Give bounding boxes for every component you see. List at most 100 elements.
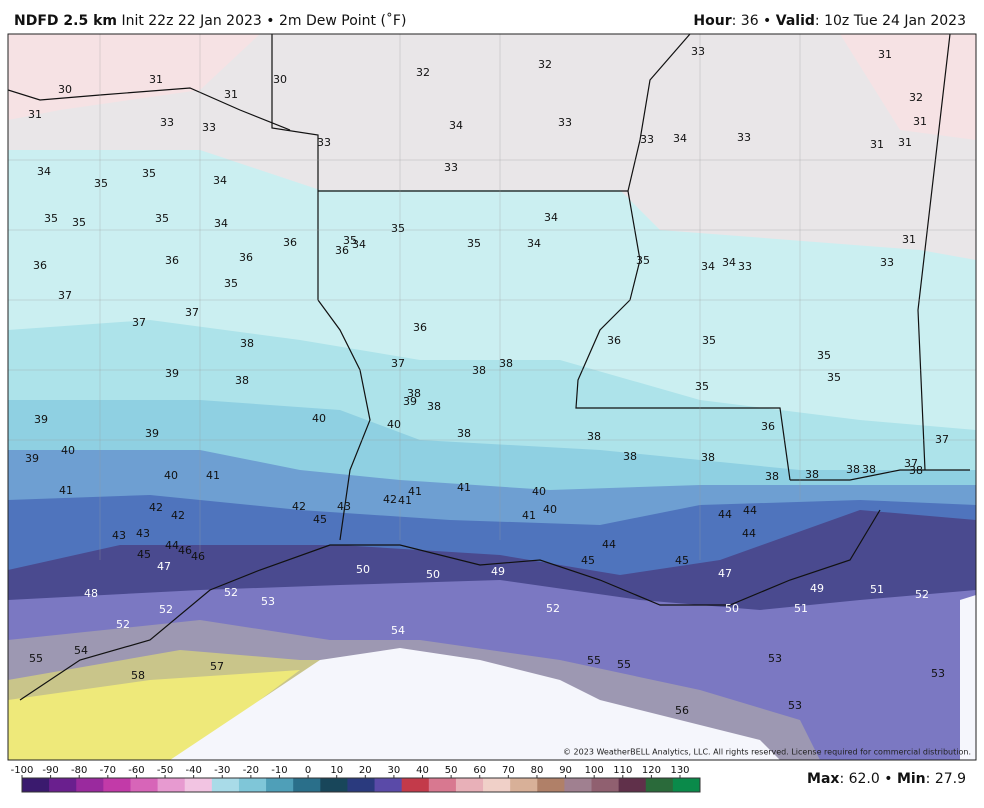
colorbar-segment bbox=[76, 778, 104, 792]
colorbar-frame bbox=[21, 777, 701, 793]
station-value: 35 bbox=[467, 237, 481, 250]
station-value: 32 bbox=[909, 91, 923, 104]
colorbar-segment bbox=[22, 778, 50, 792]
station-value: 55 bbox=[587, 654, 601, 667]
valid-value: : 10z Tue 24 Jan 2023 bbox=[815, 13, 966, 29]
station-value: 56 bbox=[675, 704, 689, 717]
station-value: 36 bbox=[335, 244, 349, 257]
colorbar-segment bbox=[672, 778, 701, 792]
station-value: 35 bbox=[343, 234, 357, 247]
header-right: Hour: 36 • Valid: 10z Tue 24 Jan 2023 bbox=[693, 13, 966, 29]
station-value: 38 bbox=[240, 337, 254, 350]
station-value: 38 bbox=[472, 364, 486, 377]
station-value: 53 bbox=[931, 667, 945, 680]
colorbar-segment bbox=[266, 778, 294, 792]
colorbar-tick-label: 120 bbox=[642, 765, 661, 776]
colorbar-segment bbox=[374, 778, 403, 792]
station-value: 33 bbox=[202, 121, 216, 134]
colorbar-tick-label: 80 bbox=[531, 765, 544, 776]
station-value: 34 bbox=[722, 256, 736, 269]
station-value: 35 bbox=[142, 167, 156, 180]
colorbar-tick-label: 30 bbox=[388, 765, 401, 776]
station-value: 37 bbox=[935, 433, 949, 446]
colorbar: -100 -90 -80 -70 -60 -50 -40 -30 -20 -10 0 10 20 30 40… bbox=[11, 765, 701, 793]
station-value: 34 bbox=[213, 174, 227, 187]
colorbar-tick-label: -20 bbox=[243, 765, 259, 776]
station-value: 37 bbox=[185, 306, 199, 319]
colorbar-tick-label: 50 bbox=[445, 765, 458, 776]
station-value: 46 bbox=[178, 544, 192, 557]
colorbar-segment bbox=[103, 778, 131, 792]
colorbar-segment bbox=[49, 778, 77, 792]
colorbar-tick-label: 90 bbox=[559, 765, 572, 776]
colorbar-segment bbox=[293, 778, 321, 792]
colorbar-segment bbox=[130, 778, 159, 792]
station-value: 49 bbox=[810, 582, 824, 595]
station-value: 41 bbox=[408, 485, 422, 498]
max-label: Max bbox=[807, 771, 839, 787]
station-value: 34 bbox=[37, 165, 51, 178]
colorbar-tick-label: -60 bbox=[128, 765, 144, 776]
station-value: 44 bbox=[165, 539, 179, 552]
colorbar-tick-label: 110 bbox=[613, 765, 632, 776]
station-value: 38 bbox=[701, 451, 715, 464]
station-value: 33 bbox=[317, 136, 331, 149]
colorbar-tick-label: 20 bbox=[359, 765, 372, 776]
station-value: 45 bbox=[675, 554, 689, 567]
station-value: 52 bbox=[116, 618, 130, 631]
shade-white bbox=[960, 595, 976, 760]
station-value: 44 bbox=[742, 527, 756, 540]
station-value: 38 bbox=[846, 463, 860, 476]
station-value: 46 bbox=[191, 550, 205, 563]
station-value: 32 bbox=[538, 58, 552, 71]
station-value: 52 bbox=[915, 588, 929, 601]
station-value: 33 bbox=[738, 260, 752, 273]
station-value: 39 bbox=[403, 395, 417, 408]
colorbar-segment bbox=[645, 778, 674, 792]
station-value: 35 bbox=[827, 371, 841, 384]
station-value: 31 bbox=[902, 233, 916, 246]
colorbar-tick-label: 130 bbox=[670, 765, 689, 776]
model: NDFD 2.5 km bbox=[14, 13, 117, 29]
station-value: 53 bbox=[768, 652, 782, 665]
station-value: 43 bbox=[136, 527, 150, 540]
station-value: 33 bbox=[160, 116, 174, 129]
station-value: 44 bbox=[718, 508, 732, 521]
shade-pink bbox=[8, 34, 260, 120]
footer: Max: 62.0 • Min: 27.9 bbox=[807, 771, 966, 787]
station-value: 36 bbox=[165, 254, 179, 267]
station-value: 38 bbox=[407, 387, 421, 400]
header-left: NDFD 2.5 km Init 22z 22 Jan 2023 • 2m De… bbox=[14, 12, 406, 29]
station-value: 30 bbox=[273, 73, 287, 86]
station-value: 32 bbox=[416, 66, 430, 79]
station-value: 45 bbox=[137, 548, 151, 561]
station-value: 31 bbox=[913, 115, 927, 128]
coastline bbox=[19, 509, 881, 701]
station-value: 38 bbox=[765, 470, 779, 483]
colorbar-tick-label: -30 bbox=[214, 765, 230, 776]
station-value: 34 bbox=[352, 238, 366, 251]
station-value: 38 bbox=[427, 400, 441, 413]
colorbar-segment bbox=[564, 778, 593, 792]
station-value: 49 bbox=[491, 565, 505, 578]
colorbar-tick-label: 70 bbox=[502, 765, 515, 776]
station-value: 34 bbox=[673, 132, 687, 145]
station-value: 41 bbox=[457, 481, 471, 494]
station-value: 53 bbox=[788, 699, 802, 712]
coastline bbox=[790, 469, 970, 481]
station-value: 58 bbox=[131, 669, 145, 682]
station-value: 38 bbox=[587, 430, 601, 443]
station-value: 43 bbox=[337, 500, 351, 513]
station-value: 57 bbox=[210, 660, 224, 673]
station-value: 55 bbox=[617, 658, 631, 671]
state-line bbox=[271, 34, 319, 300]
map-frame bbox=[7, 33, 977, 761]
station-value: 54 bbox=[391, 624, 405, 637]
station-value: 41 bbox=[522, 509, 536, 522]
station-value: 40 bbox=[387, 418, 401, 431]
valid-label: Valid bbox=[776, 13, 815, 29]
init: Init 22z 22 Jan 2023 • 2m Dew Point (˚F) bbox=[121, 12, 406, 29]
colorbar-tick-label: -10 bbox=[271, 765, 287, 776]
